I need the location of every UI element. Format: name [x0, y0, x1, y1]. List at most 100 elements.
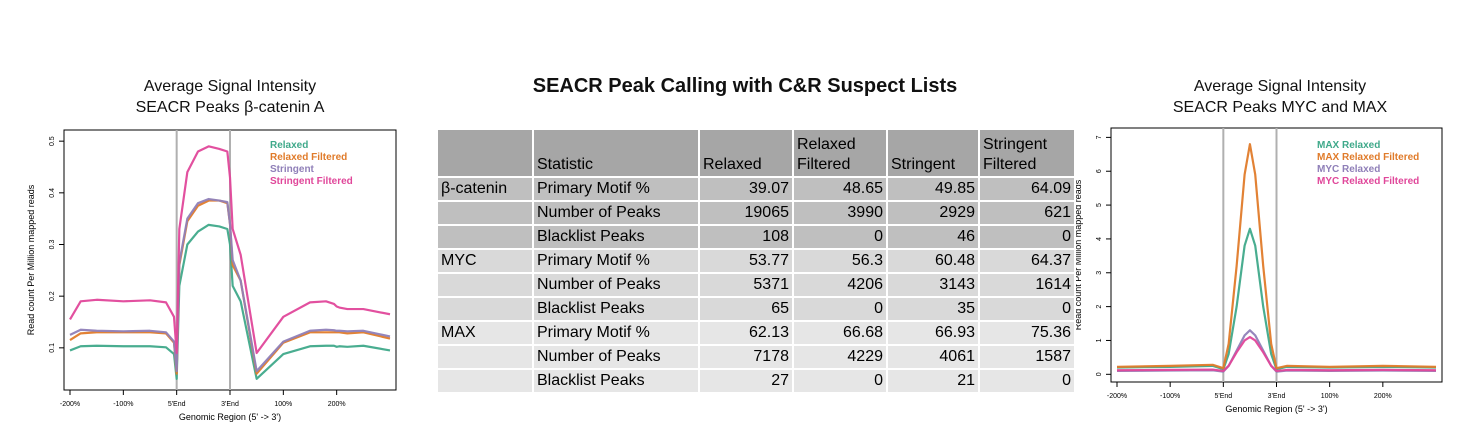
statistic-cell: Blacklist Peaks — [532, 224, 700, 250]
value-cell: 0 — [978, 224, 1076, 250]
y-tick-label: 0.3 — [49, 240, 56, 250]
value-cell: 60.48 — [886, 248, 980, 274]
legend-entry: MYC Relaxed — [1317, 164, 1380, 175]
statistic-cell: Blacklist Peaks — [532, 368, 700, 394]
y-tick-label: 2 — [1096, 305, 1103, 309]
legend-entry: Stringent Filtered — [270, 176, 353, 187]
y-tick-label: 1 — [1096, 338, 1103, 342]
x-tick-label: -100% — [1160, 393, 1180, 400]
y-tick-label: 0 — [1096, 372, 1103, 376]
series-line — [1116, 335, 1437, 373]
value-cell: 27 — [698, 368, 794, 394]
table-row: MAX Primary Motif % 62.13 66.68 66.93 75.36 — [436, 320, 1076, 346]
x-tick-label: 3'End — [221, 401, 239, 408]
statistic-cell: Primary Motif % — [532, 176, 700, 202]
target-cell — [436, 296, 534, 322]
value-cell: 46 — [886, 224, 980, 250]
value-cell: 19065 — [698, 200, 794, 226]
x-tick-label: -200% — [60, 401, 80, 408]
table-row: MYC Primary Motif % 53.77 56.3 60.48 64.37 — [436, 248, 1076, 274]
x-tick-label: 100% — [274, 401, 292, 408]
value-cell: 4229 — [792, 344, 888, 370]
statistic-cell: Number of Peaks — [532, 344, 700, 370]
y-axis-label: Read count Per Million mapped reads — [26, 184, 36, 335]
value-cell: 3990 — [792, 200, 888, 226]
y-tick-label: 0.2 — [49, 291, 56, 301]
x-tick-label: -200% — [1107, 393, 1127, 400]
table-row: β-catenin Primary Motif % 39.07 48.65 49.85 6… — [436, 176, 1076, 202]
table-header-cell — [436, 128, 534, 178]
left-chart-title-line1: Average Signal Intensity — [143, 78, 317, 95]
right-chart-title: Average Signal Intensity SEACR Peaks MYC… — [1140, 76, 1420, 118]
value-cell: 64.09 — [978, 176, 1076, 202]
statistic-cell: Primary Motif % — [532, 248, 700, 274]
value-cell: 4206 — [792, 272, 888, 298]
value-cell: 65 — [698, 296, 794, 322]
table-header-cell: Relaxed Filtered — [792, 128, 888, 178]
x-tick-label: 100% — [1321, 393, 1339, 400]
table-row: Blacklist Peaks 65 0 35 0 — [436, 296, 1076, 322]
table-row: Number of Peaks 7178 4229 4061 1587 — [436, 344, 1076, 370]
y-tick-label: 0.5 — [49, 136, 56, 146]
table-row: Number of Peaks 19065 3990 2929 621 — [436, 200, 1076, 226]
value-cell: 108 — [698, 224, 794, 250]
statistic-cell: Blacklist Peaks — [532, 296, 700, 322]
x-tick-label: 3'End — [1268, 393, 1286, 400]
target-cell — [436, 200, 534, 226]
y-axis-label: Read count Per Million mapped reads — [1073, 179, 1083, 330]
table-header-cell: Stringent Filtered — [978, 128, 1076, 178]
value-cell: 66.93 — [886, 320, 980, 346]
table-row: Blacklist Peaks 108 0 46 0 — [436, 224, 1076, 250]
x-tick-label: 200% — [1374, 393, 1392, 400]
legend-entry: MYC Relaxed Filtered — [1317, 176, 1419, 187]
value-cell: 3143 — [886, 272, 980, 298]
value-cell: 56.3 — [792, 248, 888, 274]
legend-entry: MAX Relaxed — [1317, 140, 1380, 151]
table-header-cell: Relaxed — [698, 128, 794, 178]
legend-entry: Relaxed — [270, 140, 308, 151]
table-row: Number of Peaks 5371 4206 3143 1614 — [436, 272, 1076, 298]
value-cell: 75.36 — [978, 320, 1076, 346]
target-cell — [436, 272, 534, 298]
y-tick-label: 0.1 — [49, 343, 56, 353]
x-axis-label: Genomic Region (5' -> 3') — [1225, 404, 1327, 414]
target-cell: MYC — [436, 248, 534, 274]
legend-entry: Relaxed Filtered — [270, 152, 347, 163]
statistic-cell: Number of Peaks — [532, 272, 700, 298]
target-cell — [436, 368, 534, 394]
target-cell: MAX — [436, 320, 534, 346]
table-header-cell: Stringent — [886, 128, 980, 178]
value-cell: 7178 — [698, 344, 794, 370]
x-tick-label: -100% — [113, 401, 133, 408]
value-cell: 39.07 — [698, 176, 794, 202]
value-cell: 0 — [792, 224, 888, 250]
x-tick-label: 5'End — [1214, 393, 1232, 400]
value-cell: 1614 — [978, 272, 1076, 298]
value-cell: 0 — [978, 368, 1076, 394]
value-cell: 21 — [886, 368, 980, 394]
statistic-cell: Number of Peaks — [532, 200, 700, 226]
value-cell: 0 — [792, 296, 888, 322]
right-chart-title-line2: SEACR Peaks MYC and MAX — [1172, 99, 1388, 116]
y-tick-label: 7 — [1096, 135, 1103, 139]
center-title: SEACR Peak Calling with C&R Suspect List… — [532, 75, 958, 97]
table-header-row: Statistic Relaxed Relaxed Filtered Stringen… — [436, 128, 1076, 178]
y-tick-label: 5 — [1096, 203, 1103, 207]
y-tick-label: 4 — [1096, 237, 1103, 241]
value-cell: 1587 — [978, 344, 1076, 370]
legend-entry: Stringent — [270, 164, 315, 175]
target-cell — [436, 344, 534, 370]
left-signal-chart: -200% -100% 5'End 3'End 100% 200% 0.1 0.2 0.3 0.4… — [26, 129, 397, 422]
y-tick-label: 3 — [1096, 271, 1103, 275]
x-tick-label: 200% — [328, 401, 346, 408]
value-cell: 2929 — [886, 200, 980, 226]
value-cell: 0 — [978, 296, 1076, 322]
value-cell: 66.68 — [792, 320, 888, 346]
right-chart-title-line1: Average Signal Intensity — [1193, 78, 1367, 95]
y-tick-label: 6 — [1096, 169, 1103, 173]
target-cell: β-catenin — [436, 176, 534, 202]
value-cell: 4061 — [886, 344, 980, 370]
series-line — [1116, 143, 1437, 370]
value-cell: 48.65 — [792, 176, 888, 202]
value-cell: 0 — [792, 368, 888, 394]
